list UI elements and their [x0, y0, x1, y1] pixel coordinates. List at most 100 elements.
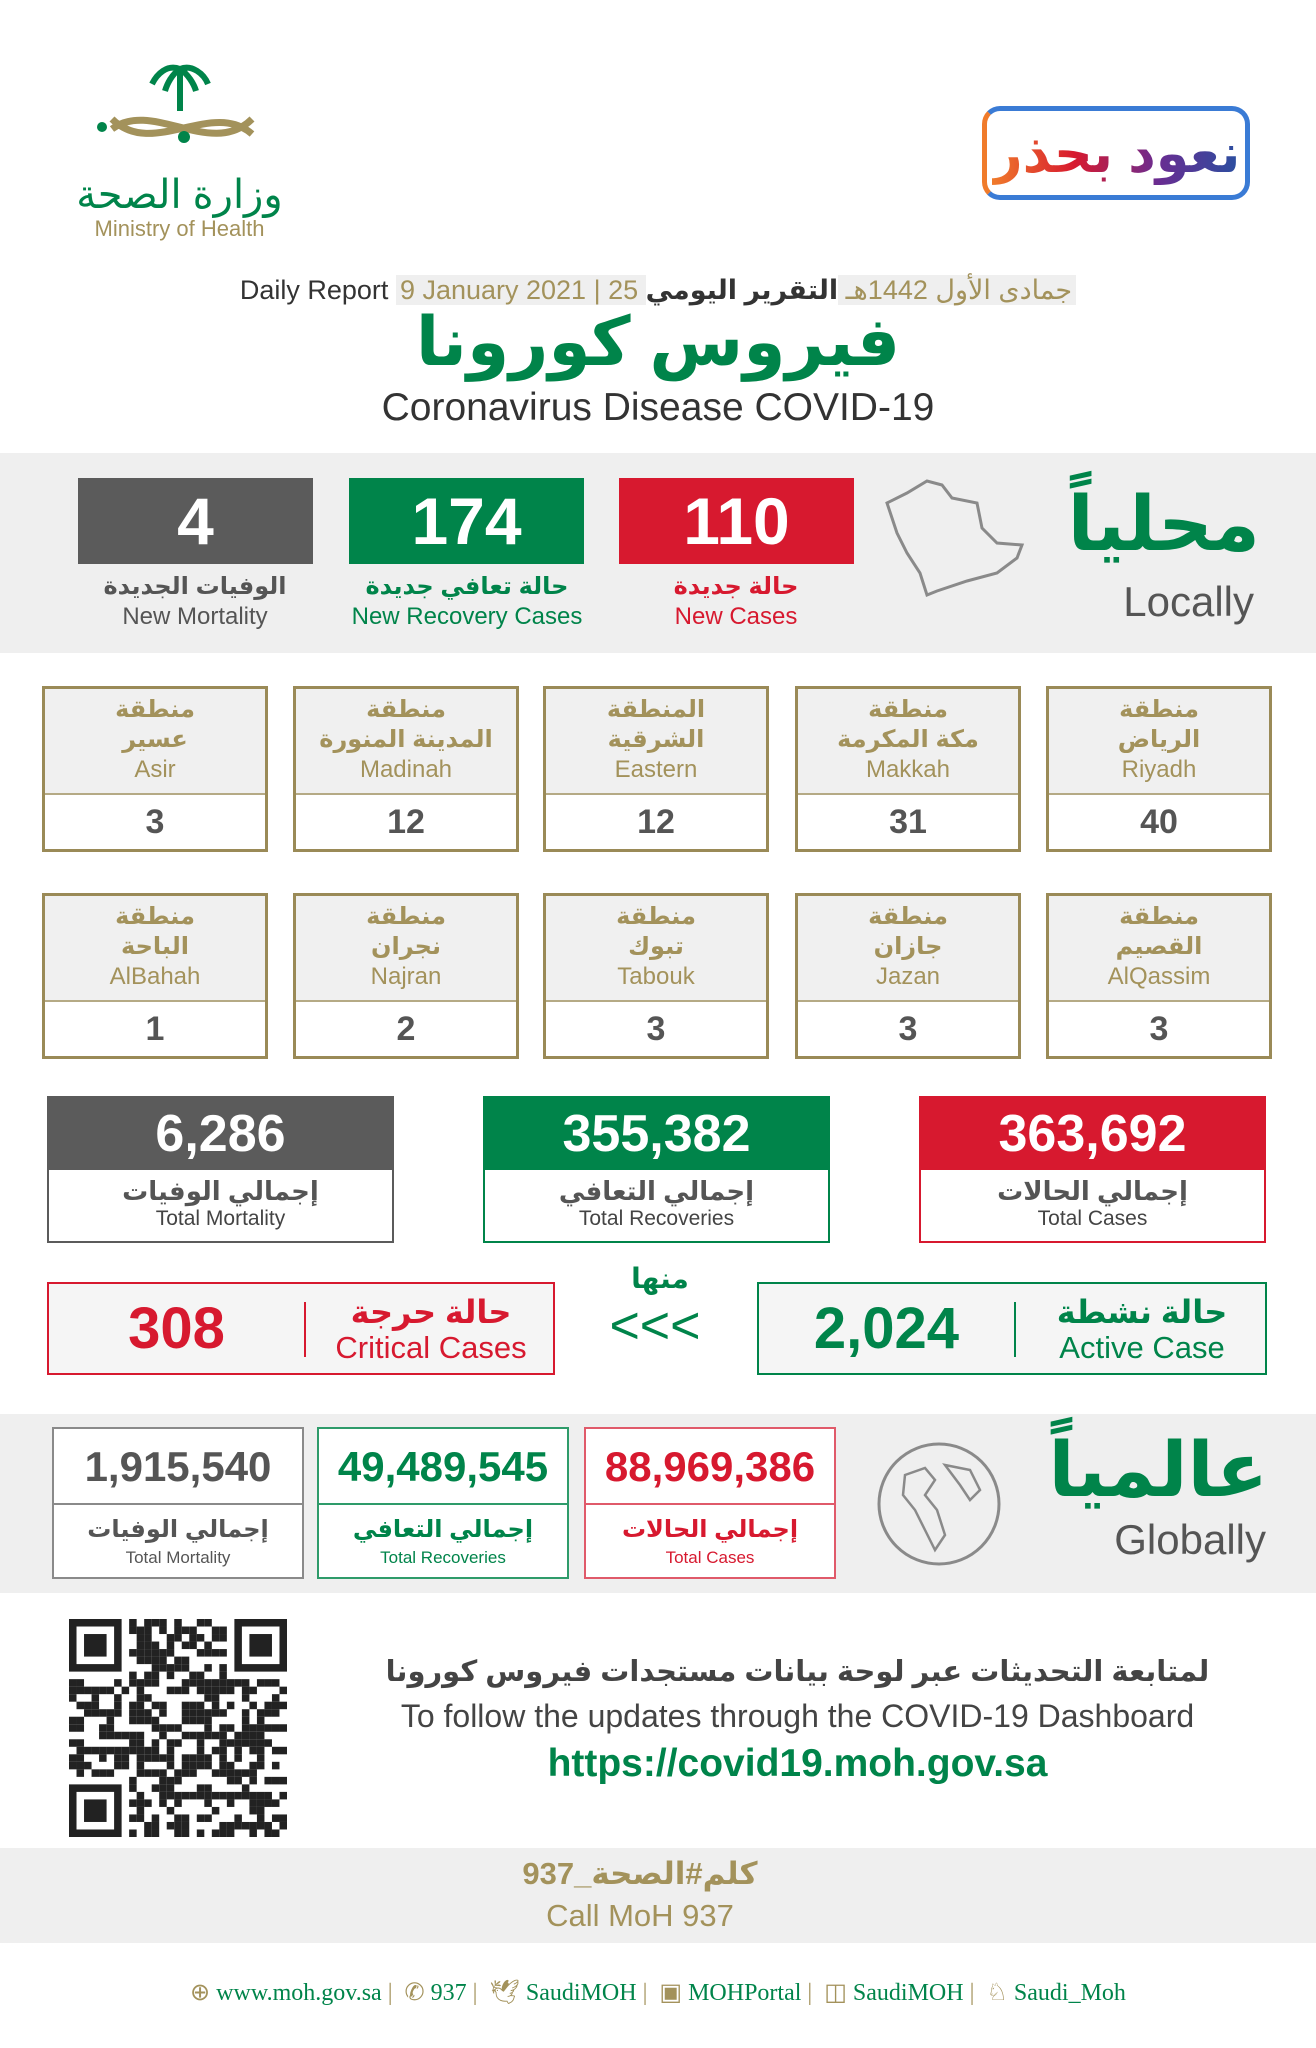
- region-prefix: منطقة: [616, 903, 696, 930]
- region-prefix: منطقة: [115, 903, 195, 930]
- global-recoveries-en: Total Recoveries: [380, 1548, 506, 1567]
- critical-value: 308: [128, 1296, 225, 1361]
- critical-ar: حالة حرجة: [350, 1294, 512, 1330]
- region-name-ar: تبوك: [628, 933, 684, 960]
- region-name-ar: جازان: [873, 933, 943, 960]
- new-mortality-value: 4: [78, 478, 313, 564]
- region-value: 3: [1149, 1010, 1169, 1048]
- footer-text: 937: [430, 1980, 467, 2006]
- region-header: منطقة تبوك Tabouk: [546, 896, 766, 1002]
- region-prefix: المنطقة: [606, 696, 706, 723]
- total-mortality-card: 6,286 إجمالي الوفيات Total Mortality: [47, 1096, 394, 1243]
- twitter-icon: 🕊: [489, 1980, 520, 2006]
- saudi-map-icon: [885, 479, 1025, 597]
- region-prefix: منطقة: [1119, 696, 1199, 723]
- region-card: المنطقة الشرقية Eastern 12: [543, 686, 769, 852]
- total-mortality-value: 6,286: [49, 1098, 392, 1170]
- region-name-en: Madinah: [359, 756, 453, 783]
- region-name-ar: الرياض: [1117, 726, 1201, 753]
- region-card: منطقة القصيم AlQassim 3: [1046, 893, 1272, 1059]
- global-mortality-ar: إجمالي الوفيات: [87, 1516, 269, 1543]
- youtube-icon: ▣: [659, 1980, 683, 2006]
- dashboard-ar: لمتابعة التحديثات عبر لوحة بيانات مستجدا…: [385, 1656, 1210, 1688]
- region-name-ar: المدينة المنورة: [319, 726, 493, 753]
- dashboard-link[interactable]: https://covid19.moh.gov.sa: [547, 1742, 1048, 1785]
- snapchat-icon: ♘: [986, 1980, 1008, 2006]
- label-ar: حالة تعافي جديدة: [365, 573, 569, 600]
- footer-phone[interactable]: ✆ 937: [405, 1980, 467, 2006]
- region-card: منطقة جازان Jazan 3: [795, 893, 1021, 1059]
- footer-facebook[interactable]: ◫ SaudiMOH: [824, 1980, 963, 2006]
- region-prefix: منطقة: [366, 696, 446, 723]
- global-recoveries-card: 49,489,545 إجمالي التعافي Total Recoveri…: [317, 1427, 569, 1579]
- footer-snapchat[interactable]: ♘ Saudi_Moh: [986, 1980, 1126, 2006]
- region-value: 2: [396, 1010, 416, 1048]
- region-name-en: Makkah: [865, 756, 951, 783]
- global-cases-card: 88,969,386 إجمالي الحالات Total Cases: [584, 1427, 836, 1579]
- region-value: 40: [1140, 803, 1178, 841]
- footer-website[interactable]: ⊕ www.moh.gov.sa: [190, 1980, 382, 2006]
- label-ar: حالة جديدة: [673, 573, 799, 600]
- region-name-ar: الشرقية: [607, 726, 705, 753]
- total-mortality-ar: إجمالي الوفيات: [122, 1176, 319, 1206]
- region-name-en: Eastern: [614, 756, 698, 783]
- globe-icon: [877, 1442, 1001, 1566]
- region-name-en: Tabouk: [617, 963, 695, 990]
- critical-label: حالة حرجة Critical Cases: [307, 1294, 555, 1366]
- active-label: حالة نشطة Active Case: [1017, 1294, 1267, 1366]
- footer-twitter[interactable]: 🕊 SaudiMOH: [489, 1980, 636, 2006]
- region-name-ar: عسير: [122, 726, 188, 753]
- region-name-en: Najran: [370, 963, 442, 990]
- region-value: 12: [637, 803, 675, 841]
- region-name-ar: القصيم: [1115, 933, 1203, 960]
- global-recoveries-ar: إجمالي التعافي: [352, 1516, 534, 1543]
- region-name-ar: الباحة: [121, 933, 189, 960]
- call-ar: كلم#الصحة_937: [522, 1856, 758, 1891]
- critical-en: Critical Cases: [335, 1330, 527, 1365]
- active-value: 2,024: [813, 1296, 960, 1361]
- region-name-en: Riyadh: [1121, 756, 1197, 783]
- region-name-en: Asir: [134, 756, 176, 783]
- region-header: منطقة نجران Najran: [296, 896, 516, 1002]
- region-name-ar: مكة المكرمة: [837, 726, 979, 753]
- campaign-badge: نعود بحذر: [982, 106, 1250, 200]
- new-cases-label: حالة جديدة New Cases: [596, 572, 876, 632]
- label-en: New Cases: [674, 603, 798, 630]
- region-header: منطقة القصيم AlQassim: [1049, 896, 1269, 1002]
- globally-title-en: Globally: [1114, 1516, 1266, 1563]
- locally-title-en: Locally: [1123, 578, 1254, 625]
- footer-youtube[interactable]: ▣ MOHPortal: [659, 1980, 801, 2006]
- region-header: المنطقة الشرقية Eastern: [546, 689, 766, 795]
- logo-arabic: وزارة الصحة: [76, 173, 283, 217]
- region-header: منطقة المدينة المنورة Madinah: [296, 689, 516, 795]
- title-english: Coronavirus Disease COVID-19: [381, 386, 935, 429]
- footer-text: SaudiMOH: [852, 1980, 964, 2006]
- campaign-text: نعود بحذر: [991, 123, 1241, 184]
- region-name-en: Jazan: [875, 963, 941, 990]
- new-recovery-label: حالة تعافي جديدة New Recovery Cases: [326, 572, 608, 632]
- region-value: 3: [145, 803, 165, 841]
- of-which-label: منها: [631, 1263, 689, 1294]
- active-case-card: 2,024 حالة نشطة Active Case: [757, 1282, 1267, 1375]
- critical-divider: [304, 1302, 306, 1357]
- locally-title-ar: محلياً: [1067, 482, 1260, 567]
- moh-logo: وزارة الصحة Ministry of Health: [72, 59, 287, 244]
- divider: |: [969, 1980, 975, 2006]
- global-mortality-en: Total Mortality: [125, 1548, 231, 1567]
- qr-code[interactable]: [69, 1619, 287, 1837]
- region-card: منطقة الباحة AlBahah 1: [42, 893, 268, 1059]
- region-card: منطقة مكة المكرمة Makkah 31: [795, 686, 1021, 852]
- facebook-icon: ◫: [824, 1980, 847, 2006]
- footer-text: MOHPortal: [688, 1980, 802, 2006]
- region-card: منطقة الرياض Riyadh 40: [1046, 686, 1272, 852]
- date-gregorian: 9 January 2021: [399, 275, 587, 305]
- global-cases-en: Total Cases: [665, 1548, 755, 1567]
- date-hijri: 25 جمادى الأول 1442هـ: [608, 275, 1073, 305]
- region-value: 31: [889, 803, 927, 841]
- divider: |: [472, 1980, 478, 2006]
- active-ar: حالة نشطة: [1056, 1294, 1228, 1330]
- total-cases-card: 363,692 إجمالي الحالات Total Cases: [919, 1096, 1266, 1243]
- report-header: Daily Report 9 January 2021 | 25 جمادى ا…: [0, 272, 1316, 308]
- region-prefix: منطقة: [115, 696, 195, 723]
- region-header: منطقة الباحة AlBahah: [45, 896, 265, 1002]
